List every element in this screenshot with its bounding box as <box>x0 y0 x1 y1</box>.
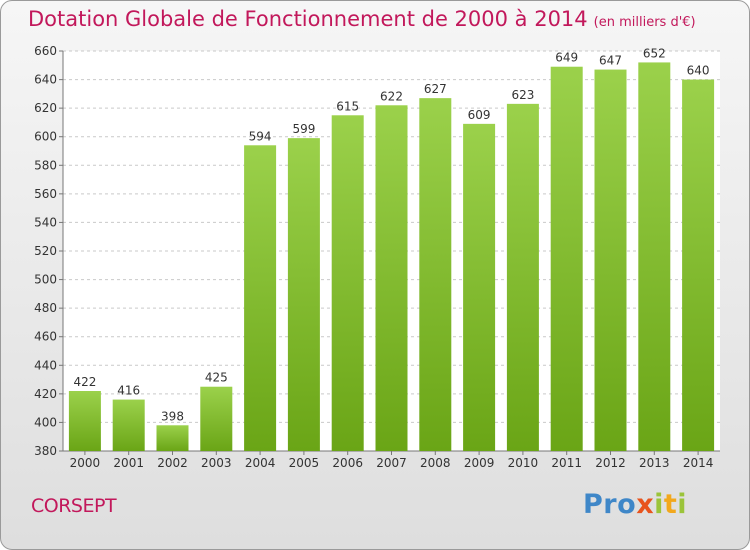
bar <box>682 79 715 452</box>
bar <box>244 145 277 452</box>
y-tick-label: 400 <box>34 415 57 429</box>
bar <box>594 69 627 452</box>
x-tick-label: 2012 <box>595 456 626 470</box>
y-tick-label: 380 <box>34 444 57 458</box>
bar <box>112 399 145 451</box>
logo-letter: t <box>663 489 678 520</box>
data-label: 422 <box>73 375 96 389</box>
bar <box>419 98 452 452</box>
x-tick-label: 2013 <box>639 456 670 470</box>
data-label: 425 <box>205 371 228 385</box>
x-tick-label: 2010 <box>508 456 539 470</box>
data-label: 622 <box>380 89 403 103</box>
data-label: 649 <box>555 51 578 65</box>
logo-letter: i <box>654 489 664 520</box>
proxiti-logo: Proxiti <box>583 489 687 520</box>
x-tick-label: 2006 <box>332 456 363 470</box>
data-label: 623 <box>511 88 534 102</box>
x-tick-label: 2007 <box>376 456 407 470</box>
y-tick-label: 480 <box>34 301 57 315</box>
bar <box>375 105 408 452</box>
data-label: 609 <box>468 108 491 122</box>
bar <box>156 425 189 451</box>
bar <box>638 62 671 452</box>
chart-unit: (en milliers d'€) <box>593 15 696 30</box>
y-tick-label: 420 <box>34 387 57 401</box>
x-tick-label: 2014 <box>683 456 714 470</box>
y-tick-label: 520 <box>34 244 57 258</box>
x-tick-label: 2011 <box>551 456 582 470</box>
logo-letter: r <box>603 489 618 520</box>
y-tick-label: 540 <box>34 215 57 229</box>
x-tick-label: 2000 <box>70 456 101 470</box>
y-tick-label: 600 <box>34 130 57 144</box>
y-tick-label: 580 <box>34 158 57 172</box>
x-tick-label: 2005 <box>289 456 320 470</box>
data-label: 398 <box>161 409 184 423</box>
data-label: 599 <box>292 122 315 136</box>
y-tick-label: 440 <box>34 358 57 372</box>
y-tick-label: 500 <box>34 273 57 287</box>
bar <box>550 66 583 451</box>
logo-letter: i <box>677 489 688 520</box>
logo-letter: x <box>636 489 655 520</box>
bar <box>68 391 101 451</box>
data-label: 615 <box>336 99 359 113</box>
y-tick-label: 460 <box>34 330 57 344</box>
y-tick-label: 660 <box>34 44 57 58</box>
bar <box>287 138 320 451</box>
x-tick-label: 2004 <box>245 456 276 470</box>
logo-letter: P <box>583 489 604 520</box>
bar <box>200 386 233 451</box>
chart-title-text: Dotation Globale de Fonctionnement de 20… <box>28 7 588 31</box>
data-label: 652 <box>643 46 666 60</box>
bar <box>506 103 539 451</box>
commune-name: CORSEPT <box>31 495 117 517</box>
data-label: 416 <box>117 384 140 398</box>
x-tick-label: 2001 <box>113 456 144 470</box>
chart-title: Dotation Globale de Fonctionnement de 20… <box>28 7 696 31</box>
y-tick-label: 620 <box>34 101 57 115</box>
x-tick-label: 2008 <box>420 456 451 470</box>
x-tick-label: 2002 <box>157 456 188 470</box>
data-label: 640 <box>687 64 710 78</box>
bar <box>463 123 496 451</box>
y-tick-label: 560 <box>34 187 57 201</box>
data-label: 647 <box>599 54 622 68</box>
bar <box>331 115 364 452</box>
data-label: 594 <box>249 129 272 143</box>
data-label: 627 <box>424 82 447 96</box>
logo-letter: o <box>617 489 637 520</box>
y-tick-label: 640 <box>34 73 57 87</box>
x-tick-label: 2009 <box>464 456 495 470</box>
x-tick-label: 2003 <box>201 456 232 470</box>
